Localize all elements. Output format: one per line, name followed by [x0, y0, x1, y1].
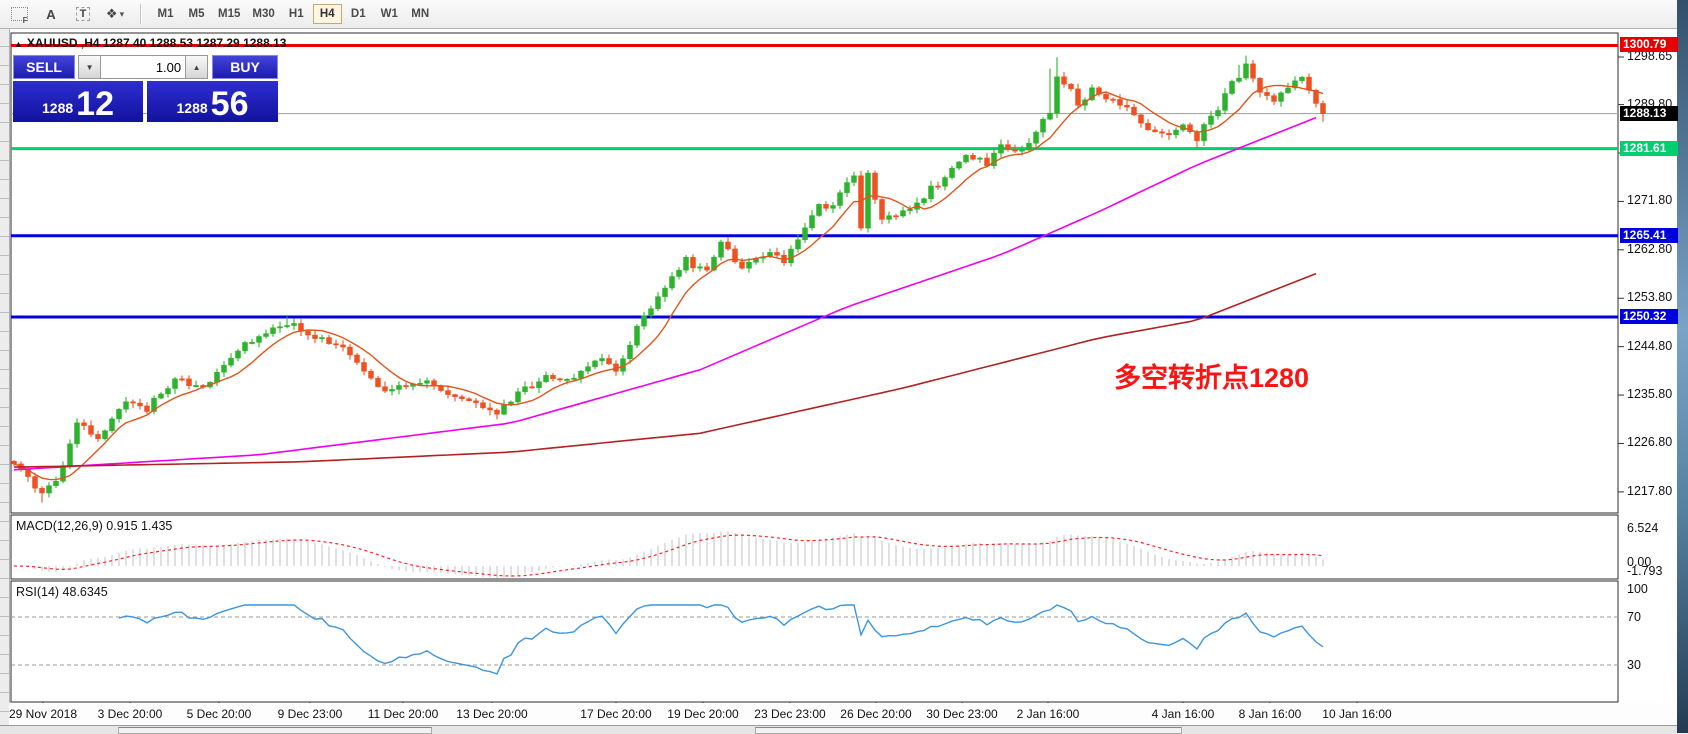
- chart-window-background: [9, 28, 1677, 733]
- price-badge: 1250.32: [1620, 308, 1678, 324]
- symbol-ohlc-header: ▲ XAUUSD ,H4 1287.40 1288.53 1287.29 1288…: [14, 36, 287, 50]
- rsi-tick-label: 30: [1627, 658, 1641, 672]
- price-tick-label: 1217.80: [1627, 483, 1673, 498]
- time-axis-label: 30 Dec 23:00: [926, 707, 998, 721]
- volume-decrease-button[interactable]: ▼: [78, 55, 102, 79]
- time-axis-label: 26 Dec 20:00: [840, 707, 912, 721]
- rsi-label: RSI(14) 48.6345: [16, 585, 108, 599]
- macd-tick-label: 0.00: [1627, 555, 1652, 569]
- price-tick-label: 1226.80: [1627, 435, 1673, 450]
- time-axis-label: 19 Dec 20:00: [667, 707, 739, 721]
- timeframe-m15[interactable]: M15: [213, 4, 245, 24]
- timeframe-h4[interactable]: H4: [312, 4, 342, 24]
- timeframe-m1[interactable]: M1: [151, 4, 180, 24]
- rsi-tick-label: 100: [1627, 582, 1648, 596]
- rsi-tick-label: 70: [1627, 610, 1641, 624]
- price-badge: 1300.79: [1620, 37, 1678, 53]
- price-badge: 1288.13: [1620, 105, 1678, 121]
- time-axis[interactable]: [9, 703, 1677, 725]
- macd-label: MACD(12,26,9) 0.915 1.435: [16, 519, 173, 533]
- symbol-arrow-icon: ▲: [14, 39, 23, 49]
- buy-price-panel[interactable]: 1288 56: [147, 81, 278, 122]
- indicator-grid-icon[interactable]: F: [6, 3, 32, 25]
- price-tick-label: 1271.80: [1627, 193, 1673, 208]
- time-axis-label: 9 Dec 23:00: [277, 707, 343, 721]
- time-axis-label: 3 Dec 20:00: [97, 707, 163, 721]
- chart-annotation: 多空转折点1280: [1114, 363, 1310, 393]
- price-tick-label: 1235.80: [1627, 387, 1673, 402]
- sell-button[interactable]: SELL: [13, 55, 76, 79]
- buy-price-pips: 56: [210, 85, 249, 123]
- text-box-icon[interactable]: T: [70, 3, 96, 25]
- price-badge: 1265.41: [1620, 227, 1678, 243]
- macd-tick-label: -1.793: [1627, 564, 1663, 578]
- price-tick-label: 1244.80: [1627, 338, 1673, 353]
- timeframe-h1[interactable]: H1: [282, 4, 311, 24]
- timeframe-mn[interactable]: MN: [406, 4, 435, 24]
- price-badge: 1281.61: [1620, 140, 1678, 156]
- time-axis-label: 11 Dec 20:00: [367, 707, 439, 721]
- price-tick-label: 1262.80: [1627, 241, 1673, 256]
- timeframe-buttons: M1 M5 M15 M30 H1 H4 D1 W1 MN: [150, 4, 436, 24]
- chevron-down-icon: ▾: [119, 8, 125, 19]
- buy-button[interactable]: BUY: [212, 55, 278, 79]
- price-tick-label: 1253.80: [1627, 290, 1673, 305]
- sell-price-main: 1288: [42, 100, 74, 116]
- time-axis-label: 13 Dec 20:00: [456, 707, 528, 721]
- price-tick-label: 1298.65: [1627, 49, 1673, 63]
- drawing-tools-icon[interactable]: ❖ ▾: [105, 6, 125, 21]
- macd-tick-label: 6.524: [1627, 521, 1659, 535]
- time-axis-label: 8 Jan 16:00: [1238, 707, 1302, 721]
- volume-input[interactable]: [101, 55, 186, 79]
- time-axis-label: 4 Jan 16:00: [1151, 707, 1215, 721]
- left-dock-strip: [0, 28, 10, 733]
- one-click-trade-widget: SELL ▼ ▲ BUY 1288 12 1288 56: [13, 55, 278, 122]
- sell-price-panel[interactable]: 1288 12: [13, 81, 143, 122]
- volume-increase-button[interactable]: ▲: [185, 55, 209, 79]
- buy-price-main: 1288: [176, 100, 208, 116]
- volume-stepper: ▼ ▲: [78, 55, 209, 79]
- time-axis-label: 17 Dec 20:00: [580, 707, 652, 721]
- timeframe-d1[interactable]: D1: [344, 4, 373, 24]
- time-axis-label: 23 Dec 23:00: [754, 707, 826, 721]
- time-axis-label: 5 Dec 20:00: [186, 707, 252, 721]
- timeframe-m30[interactable]: M30: [247, 4, 279, 24]
- time-axis-label: 10 Jan 16:00: [1322, 707, 1392, 721]
- time-axis-label: 2 Jan 16:00: [1016, 707, 1080, 721]
- text-label-icon[interactable]: A: [46, 6, 56, 22]
- timeframe-w1[interactable]: W1: [375, 4, 404, 24]
- timeframe-m5[interactable]: M5: [182, 4, 211, 24]
- sell-price-pips: 12: [76, 85, 114, 123]
- desktop-edge: [1677, 0, 1688, 733]
- toolbar-separator: [140, 4, 142, 24]
- time-axis-label: 29 Nov 2018: [8, 707, 78, 721]
- top-toolbar: F A T ❖ ▾ M1 M5 M15 M30 H1 H4 D1 W1 MN: [0, 0, 1677, 29]
